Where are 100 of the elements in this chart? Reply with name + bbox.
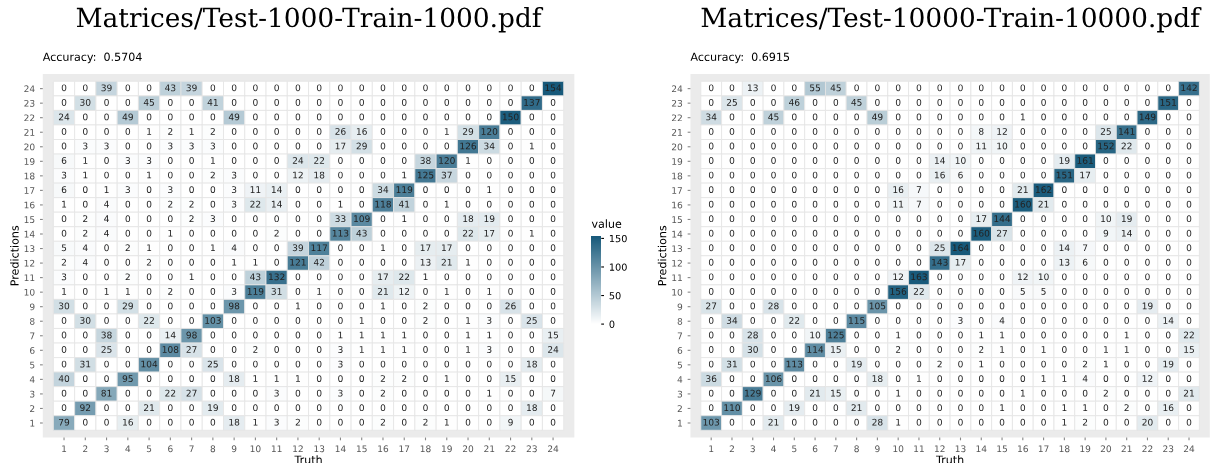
data-label: 1: [274, 375, 279, 382]
data-label: 24: [292, 157, 304, 164]
data-label: 0: [423, 404, 428, 412]
data-label: 0: [1186, 171, 1192, 179]
data-label: 0: [125, 404, 131, 412]
data-label: 0: [895, 215, 901, 223]
data-label: 0: [1041, 128, 1046, 135]
data-label: 0: [937, 287, 942, 295]
data-label: 0: [338, 244, 343, 252]
data-label: 45: [768, 113, 779, 121]
data-label: 0: [1062, 98, 1067, 106]
data-label: 24: [547, 346, 559, 353]
data-label: 0: [937, 331, 942, 339]
data-label: 0: [916, 258, 922, 266]
data-label: 0: [771, 84, 776, 92]
data-label: 0: [253, 244, 258, 252]
data-label: 0: [508, 142, 513, 150]
data-label: 1: [529, 142, 534, 150]
data-label: 0: [61, 404, 67, 412]
data-label: 0: [729, 215, 735, 223]
data-label: 0: [125, 360, 131, 368]
data-label: 34: [706, 113, 717, 121]
data-label: 0: [895, 317, 901, 324]
data-label: 0: [708, 229, 714, 237]
data-label: 0: [854, 113, 859, 121]
data-label: 0: [978, 287, 984, 295]
data-label: 19: [851, 360, 862, 368]
data-label: 0: [792, 171, 797, 179]
data-label: 0: [958, 98, 963, 106]
x-tick-label: 11: [271, 445, 282, 453]
data-label: 0: [274, 244, 279, 252]
data-label: 0: [1165, 229, 1171, 237]
data-label: 0: [854, 171, 859, 179]
data-label: 1: [189, 128, 194, 135]
data-label: 3: [83, 142, 88, 150]
data-label: 0: [1041, 142, 1046, 150]
data-label: 0: [978, 98, 984, 106]
data-label: 0: [916, 215, 922, 223]
data-label: 0: [295, 346, 301, 353]
data-label: 15: [1184, 346, 1194, 353]
data-label: 0: [295, 317, 301, 324]
data-label: 0: [999, 360, 1005, 368]
data-label: 0: [146, 273, 152, 281]
data-label: 0: [295, 186, 301, 194]
data-label: 0: [231, 317, 237, 324]
data-label: 0: [978, 302, 984, 310]
data-label: 0: [423, 360, 428, 368]
data-label: 0: [146, 84, 152, 92]
data-label: 2: [423, 317, 428, 324]
data-label: 4: [82, 244, 88, 252]
data-label: 20: [1142, 418, 1153, 426]
data-label: 15: [548, 331, 559, 339]
data-label: 0: [812, 418, 818, 426]
data-label: 0: [1145, 128, 1150, 135]
data-label: 0: [1124, 84, 1129, 92]
data-label: 0: [210, 331, 216, 339]
data-label: 0: [401, 317, 407, 324]
y-tick-label: 4: [677, 376, 683, 383]
data-label: 0: [812, 302, 818, 310]
data-label: 0: [1124, 389, 1129, 397]
data-label: 0: [937, 128, 942, 135]
data-label: 108: [162, 346, 179, 353]
x-tick-label: 15: [356, 445, 367, 453]
data-label: 0: [146, 331, 152, 339]
x-tick-label: 17: [1038, 445, 1049, 453]
data-label: 0: [792, 200, 797, 208]
data-label: 0: [1124, 244, 1129, 252]
data-label: 1: [402, 215, 407, 222]
data-label: 0: [444, 273, 450, 281]
data-label: 3: [61, 273, 67, 281]
data-label: 1: [1104, 360, 1108, 368]
data-label: 21: [144, 404, 154, 411]
data-label: 121: [290, 258, 306, 266]
data-label: 0: [1103, 404, 1109, 412]
data-label: 0: [1103, 98, 1109, 106]
data-label: 25: [1100, 128, 1111, 135]
x-tick-label: 14: [335, 445, 346, 453]
data-label: 0: [999, 287, 1005, 295]
data-label: 0: [274, 331, 279, 339]
data-label: 19: [1142, 302, 1153, 310]
data-label: 0: [1145, 258, 1150, 266]
data-label: 0: [978, 258, 984, 266]
data-label: 2: [168, 287, 173, 295]
data-label: 0: [708, 142, 714, 150]
data-label: 3: [189, 142, 194, 150]
data-label: 0: [1186, 302, 1192, 310]
data-label: 1: [338, 200, 343, 208]
data-label: 0: [916, 84, 922, 92]
data-label: 0: [423, 287, 428, 295]
data-label: 3: [104, 142, 109, 150]
data-label: 5: [1041, 288, 1046, 295]
data-label: 0: [958, 142, 963, 150]
data-label: 0: [338, 171, 343, 179]
data-label: 0: [146, 389, 152, 397]
data-label: 0: [854, 375, 859, 382]
data-label: 0: [444, 302, 450, 310]
data-label: 0: [423, 215, 428, 223]
data-label: 0: [750, 113, 756, 121]
y-tick-label: 15: [24, 216, 35, 224]
data-label: 0: [125, 171, 131, 179]
